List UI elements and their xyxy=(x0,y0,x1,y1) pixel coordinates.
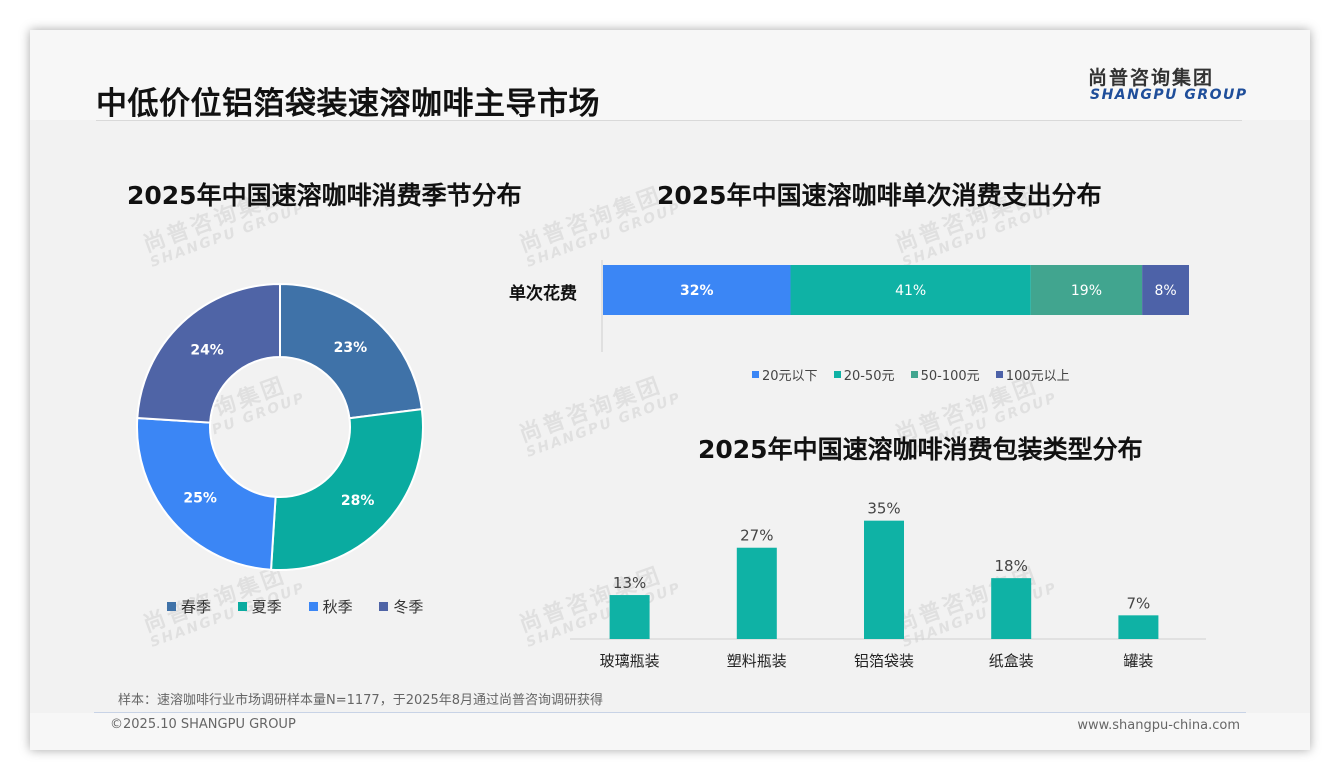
website-link[interactable]: www.shangpu-china.com xyxy=(1077,718,1240,733)
footer-divider xyxy=(94,712,1246,713)
copyright: ©2025.10 SHANGPU GROUP xyxy=(110,717,296,732)
legend-swatch-autumn xyxy=(308,602,318,611)
package-value-foil-bag: 35% xyxy=(867,500,900,518)
legend-swatch-spring xyxy=(167,602,176,611)
page-title: 中低价位铝箔袋装速溶咖啡主导市场 xyxy=(96,86,600,122)
footer-bar xyxy=(30,713,1310,750)
legend-swatch-20-50 xyxy=(833,371,841,378)
legend-label-under-20: 20元以下 xyxy=(762,369,818,384)
package-bar-plastic-bottle xyxy=(736,547,777,639)
season-legend: 春季 夏季 秋季 冬季 xyxy=(167,596,445,617)
spend-segment-50-100 xyxy=(1030,265,1143,315)
package-bar-can xyxy=(1118,615,1159,639)
spend-label-under-20: 32% xyxy=(680,283,714,299)
legend-label-spring: 春季 xyxy=(181,598,212,616)
legend-item-under-20: 20元以下 xyxy=(752,365,818,384)
logo-chinese: 尚普咨询集团 xyxy=(1088,67,1215,89)
package-value-plastic-bottle: 27% xyxy=(740,527,773,545)
title-divider xyxy=(96,120,1242,121)
season-donut-chart: 23% 28% 25% 24% xyxy=(136,282,424,571)
legend-item-winter: 冬季 xyxy=(379,596,423,617)
package-category-glass-bottle: 玻璃瓶装 xyxy=(600,652,660,670)
package-bar-foil-bag xyxy=(864,520,904,639)
package-value-glass-bottle: 13% xyxy=(613,574,646,592)
package-chart-title: 2025年中国速溶咖啡消费包装类型分布 xyxy=(698,435,1143,464)
legend-swatch-50-100 xyxy=(910,371,918,378)
legend-item-summer: 夏季 xyxy=(237,596,282,617)
legend-swatch-under-20 xyxy=(752,371,759,378)
legend-label-summer: 夏季 xyxy=(251,598,282,616)
legend-item-20-50: 20-50元 xyxy=(833,365,895,384)
package-category-paper-box: 纸盒装 xyxy=(989,652,1034,670)
donut-slice-summer xyxy=(269,407,424,571)
package-value-paper-box: 18% xyxy=(995,557,1028,575)
spend-label-over-100: 8% xyxy=(1154,283,1176,299)
spend-category-label: 单次花费 xyxy=(509,284,577,304)
package-bar-paper-box xyxy=(991,578,1032,639)
donut-label-spring: 23% xyxy=(334,340,368,356)
spend-segment-20-50 xyxy=(790,265,1031,315)
spend-segment-under-20 xyxy=(603,265,791,315)
package-category-can: 罐装 xyxy=(1123,652,1153,670)
legend-swatch-summer xyxy=(237,602,247,611)
legend-item-autumn: 秋季 xyxy=(308,596,353,617)
package-column-chart: 13% 玻璃瓶装 27% 塑料瓶装 35% 铝箔袋装 18% 纸盒装 7% 罐装 xyxy=(570,500,1206,670)
legend-item-spring: 春季 xyxy=(167,596,211,617)
package-bar-glass-bottle xyxy=(609,595,650,639)
package-value-can: 7% xyxy=(1127,594,1151,612)
package-category-foil-bag: 铝箔袋装 xyxy=(854,652,914,670)
legend-swatch-winter xyxy=(379,602,389,611)
donut-slice-spring xyxy=(279,282,423,420)
title-bar xyxy=(30,30,1310,120)
spend-segment-over-100 xyxy=(1142,265,1189,315)
legend-label-20-50: 20-50元 xyxy=(843,369,895,384)
legend-item-over-100: 100元以上 xyxy=(995,365,1070,384)
package-category-plastic-bottle: 塑料瓶装 xyxy=(727,652,787,670)
season-chart-title: 2025年中国速溶咖啡消费季节分布 xyxy=(127,181,522,210)
donut-label-winter: 24% xyxy=(190,342,224,358)
legend-item-50-100: 50-100元 xyxy=(910,365,980,384)
donut-label-summer: 28% xyxy=(341,493,375,509)
legend-label-over-100: 100元以上 xyxy=(1005,369,1070,384)
legend-label-50-100: 50-100元 xyxy=(920,369,980,384)
donut-label-autumn: 25% xyxy=(183,490,217,506)
spend-legend: 20元以下 20-50元 50-100元 100元以上 xyxy=(752,365,1082,384)
sample-note: 样本：速溶咖啡行业市场调研样本量N=1177，于2025年8月通过尚普咨询调研获… xyxy=(118,693,604,708)
logo-english: SHANGPU GROUP xyxy=(1090,87,1248,103)
legend-label-winter: 冬季 xyxy=(393,598,424,616)
spend-label-50-100: 19% xyxy=(1071,283,1102,299)
slide: 中低价位铝箔袋装速溶咖啡主导市场 尚普咨询集团 SHANGPU GROUP 尚普… xyxy=(30,30,1310,750)
legend-swatch-over-100 xyxy=(995,371,1003,378)
spend-label-20-50: 41% xyxy=(895,283,926,299)
spend-stacked-bar-chart: 32% 41% 19% 8% xyxy=(601,260,1189,352)
spend-chart-title: 2025年中国速溶咖啡单次消费支出分布 xyxy=(657,181,1102,210)
legend-label-autumn: 秋季 xyxy=(322,598,353,616)
watermark: 尚普咨询集团 SHANGPU GROUP xyxy=(516,372,684,462)
donut-slice-autumn xyxy=(136,416,277,571)
donut-slice-winter xyxy=(136,282,281,424)
